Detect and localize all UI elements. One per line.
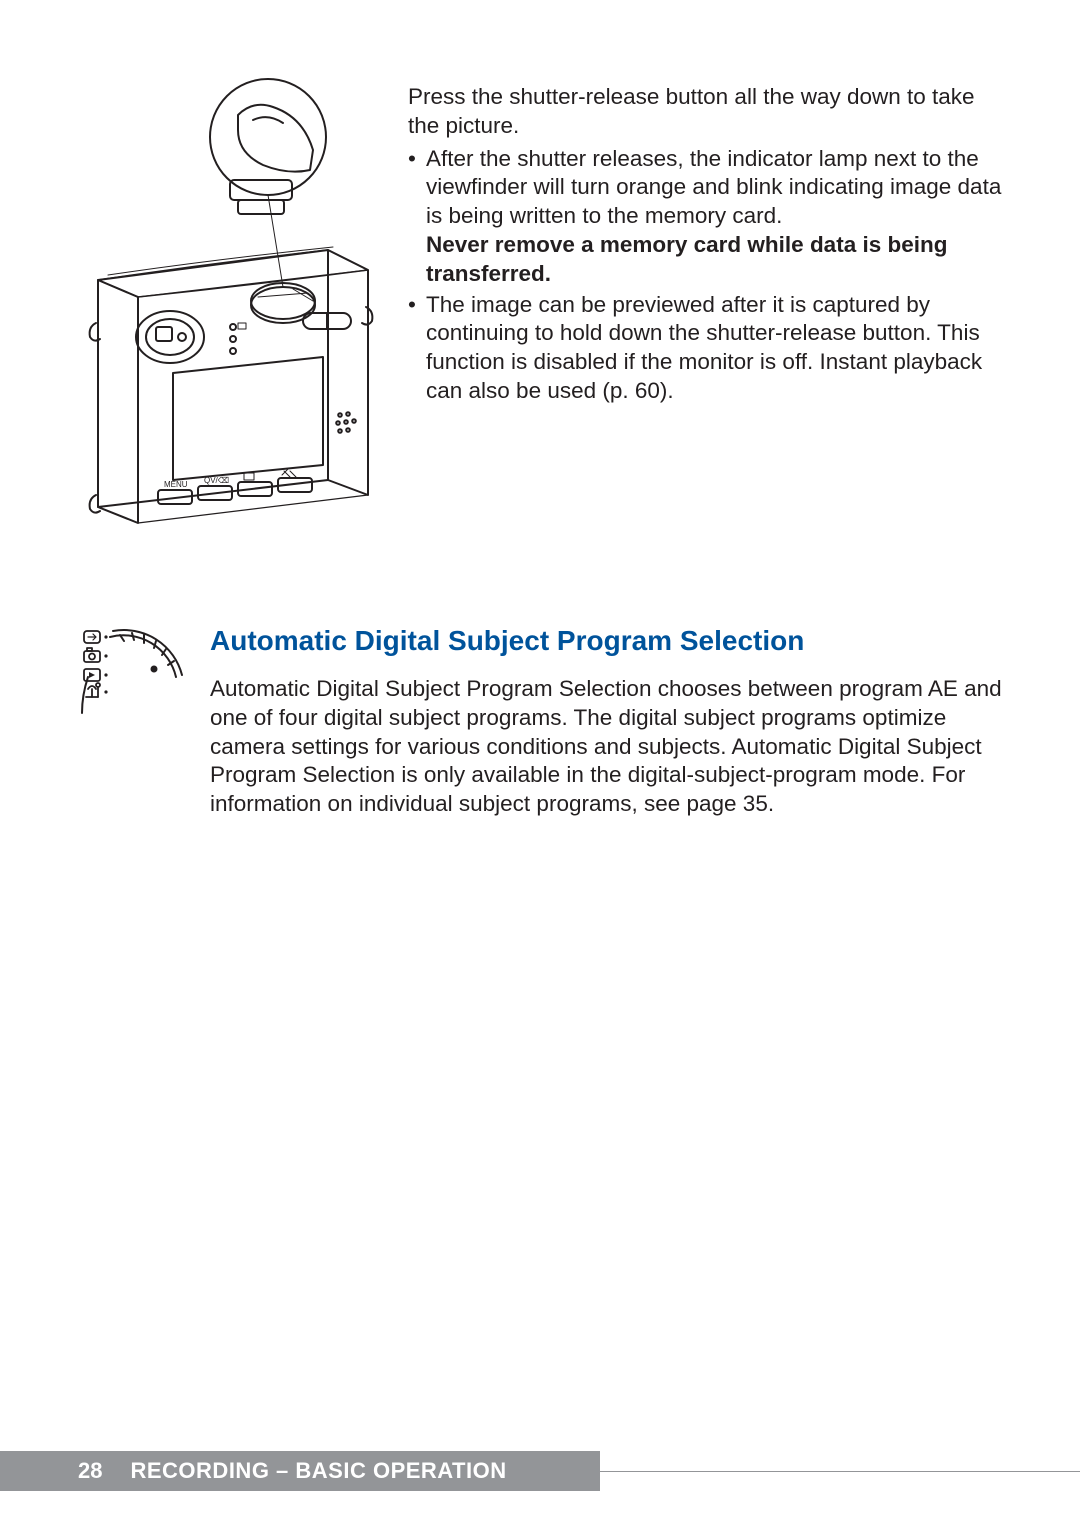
page-footer: 28 RECORDING – BASIC OPERATION [0,1451,1080,1491]
svg-text:QV/⌫: QV/⌫ [204,476,229,485]
bullet-dot-icon: • [408,291,426,406]
footer-section-title: RECORDING – BASIC OPERATION [130,1458,506,1484]
mode-dial-drawing [78,625,186,717]
adsps-heading: Automatic Digital Subject Program Select… [210,625,1002,657]
adsps-section: Automatic Digital Subject Program Select… [78,625,1002,819]
bullet-dot-icon: • [408,145,426,289]
bullet-1-text: After the shutter releases, the indicato… [426,146,1001,229]
camera-back-drawing: MENU QV/⌫ [78,75,388,525]
svg-text:MENU: MENU [164,480,188,489]
footer-rule [600,1471,1080,1472]
shutter-intro-text: Press the shutter-release button all the… [408,83,1002,141]
adsps-body-text: Automatic Digital Subject Program Select… [210,675,1002,819]
memory-card-warning: Never remove a memory card while data is… [426,232,947,286]
page-number: 28 [78,1458,102,1484]
mode-dial-illustration [78,625,186,819]
bullet-2-text: The image can be previewed after it is c… [426,292,982,403]
shutter-instruction-section: MENU QV/⌫ Press the shutter-release butt… [78,75,1002,525]
bullet-item: • The image can be previewed after it is… [408,291,1002,406]
camera-illustration: MENU QV/⌫ [78,75,388,525]
bullet-item: • After the shutter releases, the indica… [408,145,1002,289]
